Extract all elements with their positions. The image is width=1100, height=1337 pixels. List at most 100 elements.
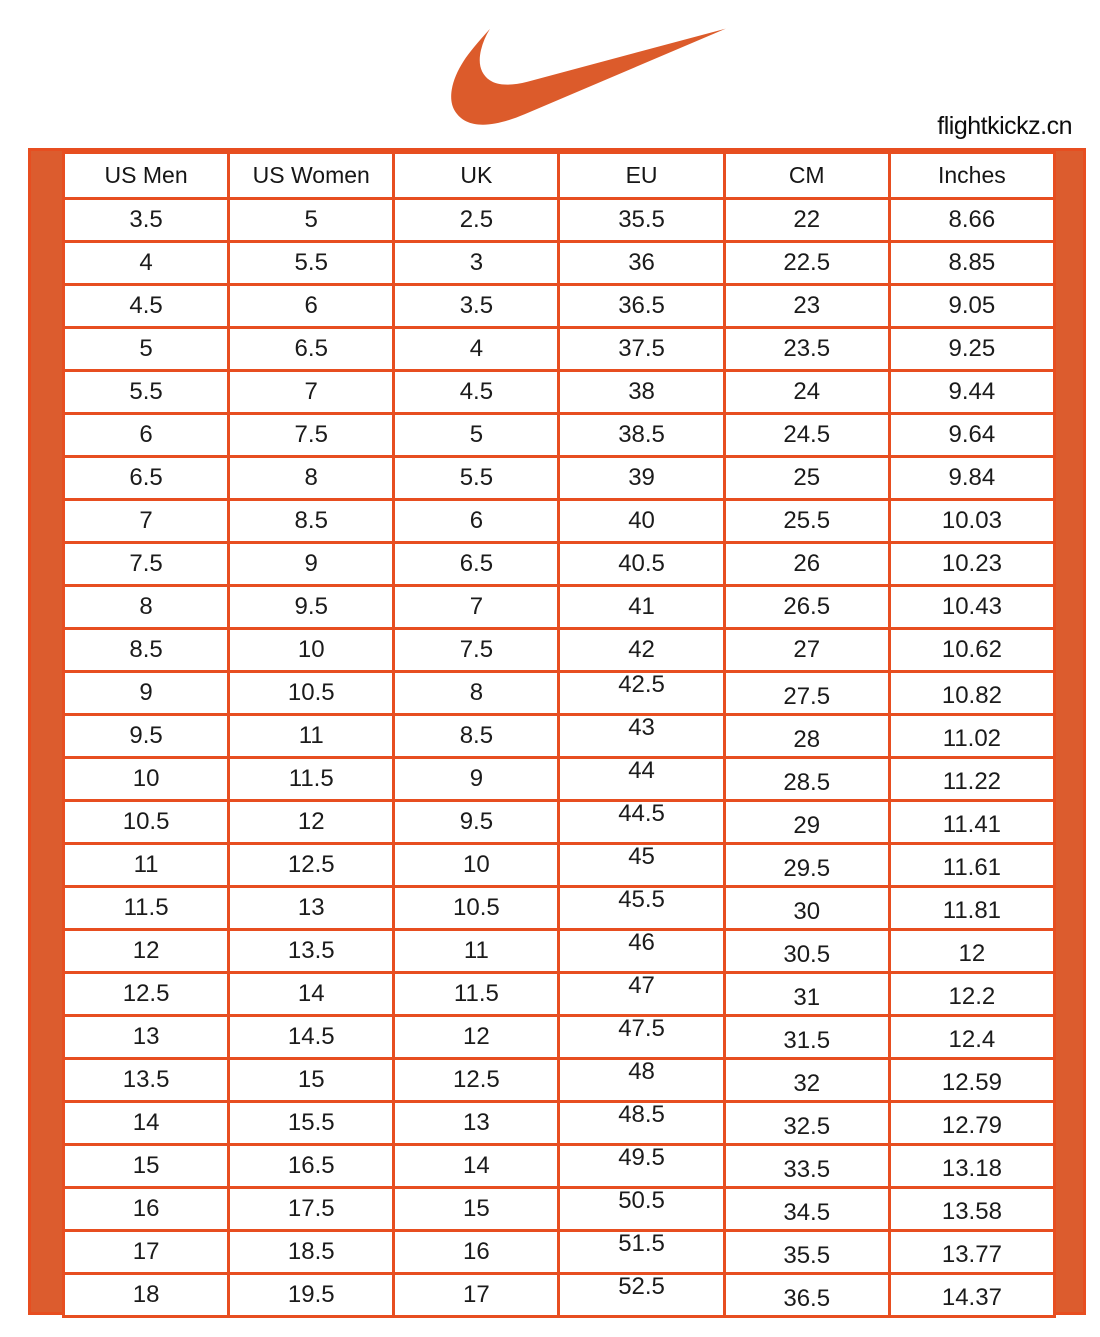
cell-value: 29 bbox=[793, 812, 821, 839]
cell-value: 38 bbox=[628, 378, 655, 405]
cell-value: 47 bbox=[628, 972, 655, 1000]
table-row: 12.5 14 11.5 47 31 12.2 bbox=[61, 971, 1057, 1017]
table-row: 9.5 11 8.5 43 28 11.02 bbox=[61, 713, 1057, 759]
cell-value: 14.37 bbox=[941, 1284, 1002, 1311]
cell-value: 11 bbox=[463, 937, 489, 964]
cell-value: 47.5 bbox=[618, 1015, 665, 1043]
cell-value: 43 bbox=[628, 714, 655, 742]
cell-value: 37.5 bbox=[618, 335, 665, 362]
size-chart-table: US Men US Women UK EU CM Inches 3.5 5 2.5 35.5 22… bbox=[61, 151, 1057, 1318]
table-row: 6 7.5 5 38.5 24.5 9.64 bbox=[61, 412, 1057, 458]
table-cell: 24.5 bbox=[722, 412, 891, 458]
cell-value: 11.5 bbox=[288, 765, 334, 792]
table-row: 13.5 15 12.5 48 32 12.59 bbox=[61, 1057, 1057, 1103]
cell-value: 7 bbox=[139, 507, 153, 534]
table-cell: 15 bbox=[392, 1186, 561, 1232]
cell-value: 8.66 bbox=[948, 206, 996, 233]
cell-value: 6.5 bbox=[459, 550, 494, 577]
cell-value: 3.5 bbox=[459, 292, 494, 319]
table-cell: 12.79 bbox=[887, 1100, 1057, 1146]
cell-value: 28 bbox=[793, 726, 821, 753]
table-cell: 8.5 bbox=[392, 713, 561, 759]
table-cell: 27 bbox=[722, 627, 891, 673]
table-cell: 9 bbox=[61, 670, 231, 716]
cell-value: 4.5 bbox=[129, 292, 163, 319]
cell-value: 9.05 bbox=[948, 292, 996, 319]
cell-value: 8.5 bbox=[459, 722, 494, 749]
cell-value: 18.5 bbox=[287, 1238, 335, 1265]
cell-value: 42 bbox=[628, 636, 655, 663]
table-cell: 52.5 bbox=[557, 1272, 726, 1318]
table-cell: 13.5 bbox=[61, 1057, 231, 1103]
table-cell: 49.5 bbox=[557, 1143, 726, 1189]
table-cell: 22 bbox=[722, 197, 891, 243]
cell-value: 8.85 bbox=[948, 249, 996, 276]
table-cell: 44.5 bbox=[557, 799, 726, 845]
table-cell: 18 bbox=[61, 1272, 231, 1318]
cell-value: 8 bbox=[139, 593, 153, 620]
cell-value: 9.5 bbox=[459, 808, 494, 835]
table-cell: 9.5 bbox=[227, 584, 396, 630]
table-cell: 17 bbox=[392, 1272, 561, 1318]
table-cell: 10.03 bbox=[887, 498, 1057, 544]
table-cell: 42.5 bbox=[557, 670, 726, 716]
cell-value: 24 bbox=[793, 378, 821, 405]
table-cell: 3.5 bbox=[61, 197, 231, 243]
cell-value: 9 bbox=[139, 679, 153, 706]
table-cell: 16.5 bbox=[227, 1143, 396, 1189]
cell-value: 11.5 bbox=[453, 980, 499, 1007]
cell-value: 12 bbox=[463, 1023, 490, 1050]
cell-value: 12.5 bbox=[453, 1066, 500, 1093]
table-cell: 14.5 bbox=[227, 1014, 396, 1060]
cell-value: 32 bbox=[793, 1070, 821, 1097]
table-cell: 10.5 bbox=[227, 670, 396, 716]
cell-value: 22 bbox=[793, 206, 821, 233]
table-cell: 5.5 bbox=[61, 369, 231, 415]
table-cell: 47.5 bbox=[557, 1014, 726, 1060]
table-row: 7 8.5 6 40 25.5 10.03 bbox=[61, 498, 1057, 544]
table-cell: 5.5 bbox=[392, 455, 561, 501]
cell-value: 25 bbox=[793, 464, 821, 491]
cell-value: 27.5 bbox=[783, 683, 831, 710]
cell-value: 13 bbox=[463, 1109, 490, 1136]
cell-value: 22.5 bbox=[783, 249, 831, 276]
table-cell: 9.05 bbox=[887, 283, 1057, 329]
cell-value: 17 bbox=[132, 1238, 160, 1265]
cell-value: 4 bbox=[469, 335, 484, 362]
table-cell: 30.5 bbox=[722, 928, 891, 974]
table-cell: 7.5 bbox=[61, 541, 231, 587]
table-cell: 16 bbox=[392, 1229, 561, 1275]
cell-value: 9.84 bbox=[948, 464, 996, 491]
header-cell: CM bbox=[722, 151, 891, 200]
table-cell: 7.5 bbox=[392, 627, 561, 673]
cell-value: 7 bbox=[304, 378, 318, 405]
table-cell: 9.64 bbox=[887, 412, 1057, 458]
table-row: 13 14.5 12 47.5 31.5 12.4 bbox=[61, 1014, 1057, 1060]
cell-value: 6.5 bbox=[129, 464, 163, 491]
table-cell: 48.5 bbox=[557, 1100, 726, 1146]
cell-value: 36.5 bbox=[783, 1285, 831, 1312]
table-cell: 8.66 bbox=[887, 197, 1057, 243]
table-cell: 24 bbox=[722, 369, 891, 415]
table-cell: 19.5 bbox=[227, 1272, 396, 1318]
cell-value: 8.5 bbox=[294, 507, 328, 534]
table-cell: 11.61 bbox=[887, 842, 1057, 888]
table-cell: 30 bbox=[722, 885, 891, 931]
cell-value: 36 bbox=[628, 249, 655, 276]
cell-value: 48.5 bbox=[618, 1101, 665, 1129]
table-cell: 26.5 bbox=[722, 584, 891, 630]
table-cell: 12 bbox=[887, 928, 1057, 974]
table-cell: 10.62 bbox=[887, 627, 1057, 673]
table-cell: 12 bbox=[61, 928, 231, 974]
table-cell: 7 bbox=[61, 498, 231, 544]
table-cell: 36 bbox=[557, 240, 726, 286]
cell-value: 24.5 bbox=[783, 421, 831, 448]
cell-value: 48 bbox=[628, 1058, 655, 1086]
cell-value: 49.5 bbox=[618, 1144, 665, 1172]
table-cell: 12 bbox=[227, 799, 396, 845]
table-cell: 11 bbox=[392, 928, 561, 974]
cell-value: 12 bbox=[132, 937, 160, 964]
cell-value: 30.5 bbox=[783, 941, 831, 968]
nike-swoosh-icon bbox=[450, 24, 727, 127]
table-cell: 13.18 bbox=[887, 1143, 1057, 1189]
